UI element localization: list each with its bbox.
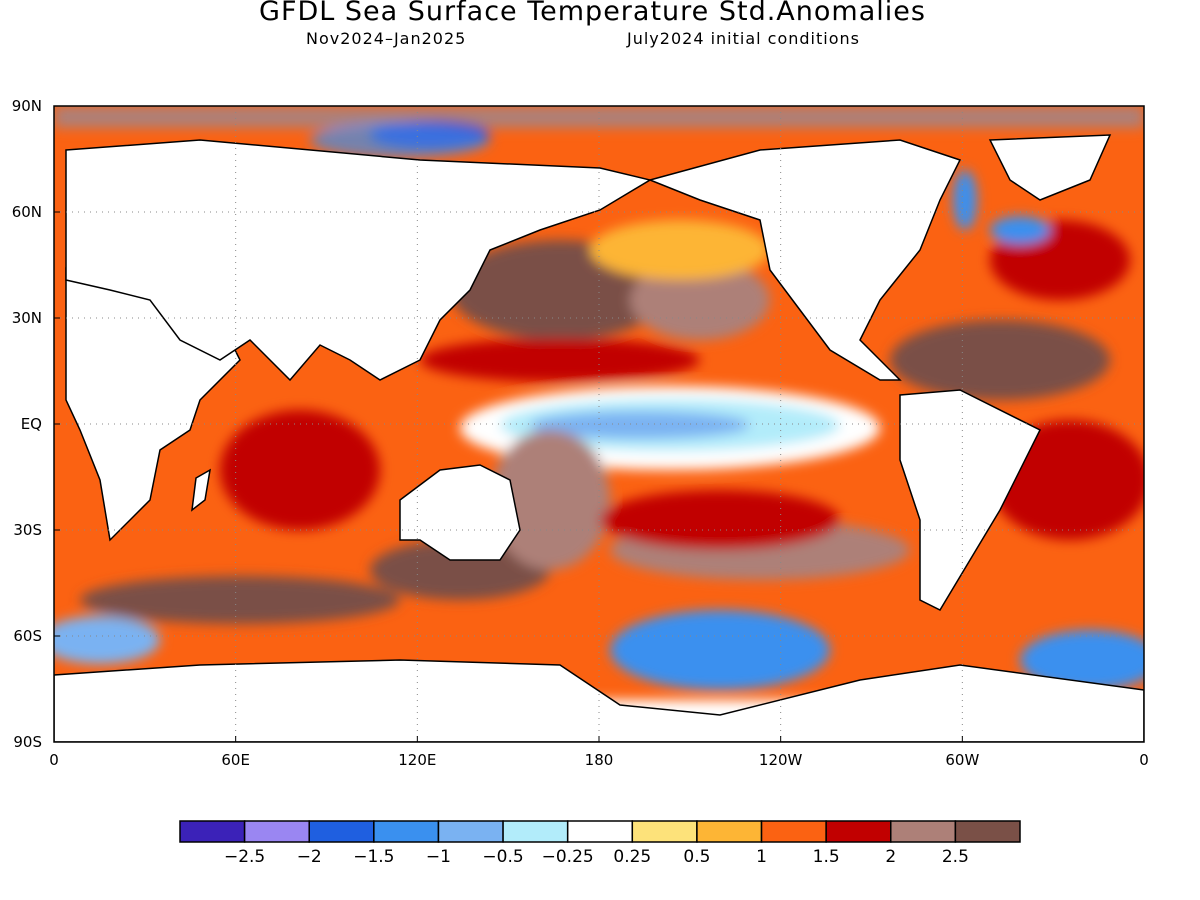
colorbar-swatch — [502, 820, 569, 843]
colorbar-label: 0.25 — [613, 847, 651, 867]
y-axis: 90N 60N 30N EQ 30S 60S 90S — [12, 97, 60, 751]
colorbar-swatch — [179, 820, 246, 843]
colorbar-swatch — [760, 820, 827, 843]
colorbar-label: −2 — [297, 847, 322, 867]
colorbar-label: −0.5 — [482, 847, 523, 867]
x-tick-label: 0 — [49, 751, 59, 769]
colorbar-swatch — [243, 820, 310, 843]
x-tick-label: 0 — [1139, 751, 1149, 769]
x-tick-label: 120W — [759, 751, 803, 769]
grid-lines — [54, 106, 1144, 742]
x-tick-label: 60E — [221, 751, 250, 769]
colorbar-swatch — [954, 820, 1021, 843]
colorbar-swatch — [566, 820, 634, 843]
colorbar-label: 1 — [756, 847, 767, 867]
forecast-period: Nov2024–Jan2025 — [306, 29, 467, 48]
x-axis: 0 60E 120E 180 120W 60W 0 — [49, 736, 1149, 769]
colorbar-label: 1.5 — [813, 847, 840, 867]
map-title: GFDL Sea Surface Temperature Std.Anomali… — [259, 0, 926, 27]
colorbar-label: −0.25 — [542, 847, 594, 867]
y-tick-label: 90N — [12, 97, 42, 115]
land-masses — [54, 134, 1144, 742]
y-tick-label: EQ — [21, 415, 42, 433]
colorbar: −2.5 −2 −1.5 −1 −0.5 −0.25 0.25 0.5 1 1.5 2 2.5 — [179, 820, 1021, 867]
y-tick-label: 60S — [13, 627, 42, 645]
x-tick-label: 180 — [585, 751, 614, 769]
colorbar-swatch — [437, 820, 504, 843]
y-tick-label: 60N — [12, 203, 42, 221]
x-tick-label: 120E — [398, 751, 436, 769]
colorbar-label: 2.5 — [942, 847, 969, 867]
colorbar-swatch — [631, 820, 698, 843]
y-tick-label: 30S — [13, 521, 42, 539]
colorbar-swatch — [696, 820, 763, 843]
colorbar-label: −2.5 — [224, 847, 265, 867]
colorbar-label: −1 — [426, 847, 451, 867]
y-tick-label: 30N — [12, 309, 42, 327]
colorbar-label: 2 — [885, 847, 896, 867]
colorbar-swatch — [373, 820, 440, 843]
initial-conditions: July2024 initial conditions — [627, 29, 860, 48]
colorbar-swatch — [308, 820, 375, 843]
colorbar-label: −1.5 — [353, 847, 394, 867]
colorbar-swatch — [825, 820, 892, 843]
colorbar-swatch — [890, 820, 957, 843]
y-tick-label: 90S — [13, 733, 42, 751]
x-tick-label: 60W — [945, 751, 979, 769]
colorbar-label: 0.5 — [683, 847, 710, 867]
